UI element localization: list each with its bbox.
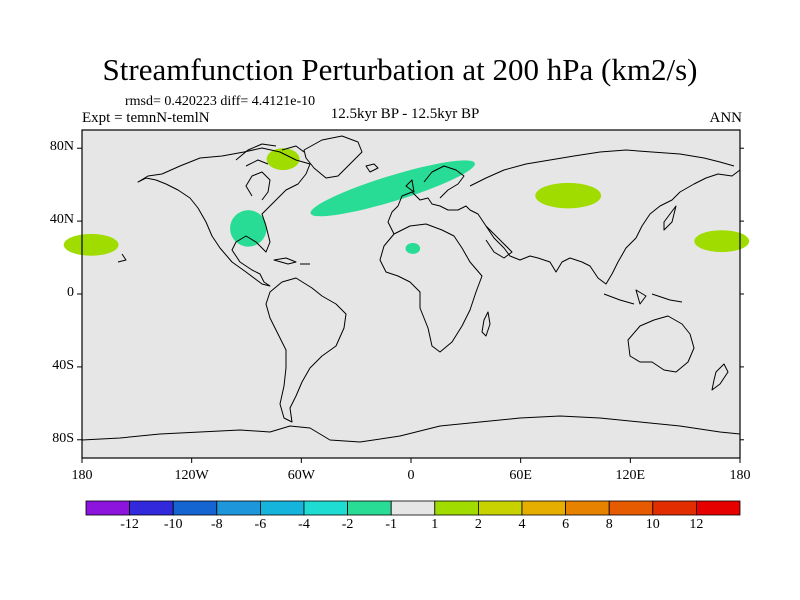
coast-madagascar [481,311,491,337]
colorbar-tick-label: 12 [689,517,704,532]
coast-australia [627,315,695,373]
lon-tick-label: 180 [729,468,751,483]
lat-tick-label: 80N [49,139,74,155]
colorbar-tick-label: -12 [120,517,139,532]
plot-title: Streamfunction Perturbation at 200 hPa (… [102,52,698,87]
colorbar-swatch [172,500,218,516]
coast-new-zealand [711,363,729,391]
coast-caribbean [273,257,310,265]
colorbar-swatch [565,500,610,516]
coast-europe [387,165,471,235]
experiment-label: Expt = temnN-temlN [82,110,210,126]
colorbar-tick-label: -10 [163,517,183,532]
anomaly-sahara [405,242,421,254]
anomaly-pacific-east [63,233,119,256]
colorbar-tick-label: -1 [385,517,398,532]
colorbar-swatch [696,500,741,516]
colorbar-tick-label: -6 [254,517,267,532]
lon-tick-label: 60W [287,468,315,483]
colorbar-swatch [216,500,261,516]
lat-tick-label: 80S [52,430,74,446]
colorbar [85,500,741,516]
lon-tick-label: 60E [509,468,532,483]
anomaly-east-us [230,210,267,247]
coast-africa [379,223,483,353]
colorbar-tick-label: 10 [645,517,660,532]
coast-iceland [365,163,379,173]
lon-tick-label: 120E [615,468,646,483]
coast-hudson-bay [245,171,271,201]
coast-indonesia [603,289,683,305]
colorbar-swatch [477,500,523,516]
coast-north-america [117,147,311,287]
period-label: 12.5kyr BP - 12.5kyr BP [330,106,480,122]
colorbar-swatch [434,500,479,516]
colorbar-swatch [390,500,436,516]
anomaly-layer [63,148,750,256]
lon-tick-label: 180 [71,468,93,483]
colorbar-tick-label: 6 [562,517,570,532]
coast-arabia [485,225,513,259]
lat-tick-label: 0 [67,285,74,300]
colorbar-swatch [652,500,697,516]
colorbar-swatch [608,500,654,516]
lon-tick-label: 120W [174,468,209,483]
colorbar-tick-label: 2 [474,517,482,532]
colorbar-tick-label: -4 [298,517,310,532]
colorbar-tick-label: -8 [210,517,223,532]
lat-tick-label: 40S [52,357,74,373]
coast-asia [469,149,741,285]
coast-antarctica [81,415,741,443]
coast-greenland [303,135,363,179]
anomaly-north-atlantic [310,160,475,217]
lon-tick-label: 0 [407,468,415,483]
colorbar-swatch [521,500,566,516]
coast-south-america [265,277,347,423]
season-label: ANN [709,110,743,126]
colorbar-swatch [259,500,305,516]
tick-marks [77,147,744,463]
colorbar-swatch [85,500,130,516]
anomaly-pacific-west [694,230,750,253]
colorbar-tick-label: -2 [341,517,354,532]
anomaly-hudson-bay [266,148,300,171]
rmsd-diff-stats: rmsd= 0.420223 diff= 4.4121e-10 [125,94,316,109]
colorbar-swatch [303,500,348,516]
lat-tick-label: 40N [49,212,74,228]
colorbar-swatch [347,500,392,516]
colorbar-tick-label: 8 [605,517,613,532]
coast-japan [663,205,677,231]
coast-arctic-islands [235,143,305,167]
colorbar-swatch [129,500,174,516]
colorbar-tick-label: 4 [518,517,526,532]
colorbar-tick-label: 1 [431,517,439,532]
anomaly-siberia [535,182,602,209]
coastlines [81,135,741,443]
